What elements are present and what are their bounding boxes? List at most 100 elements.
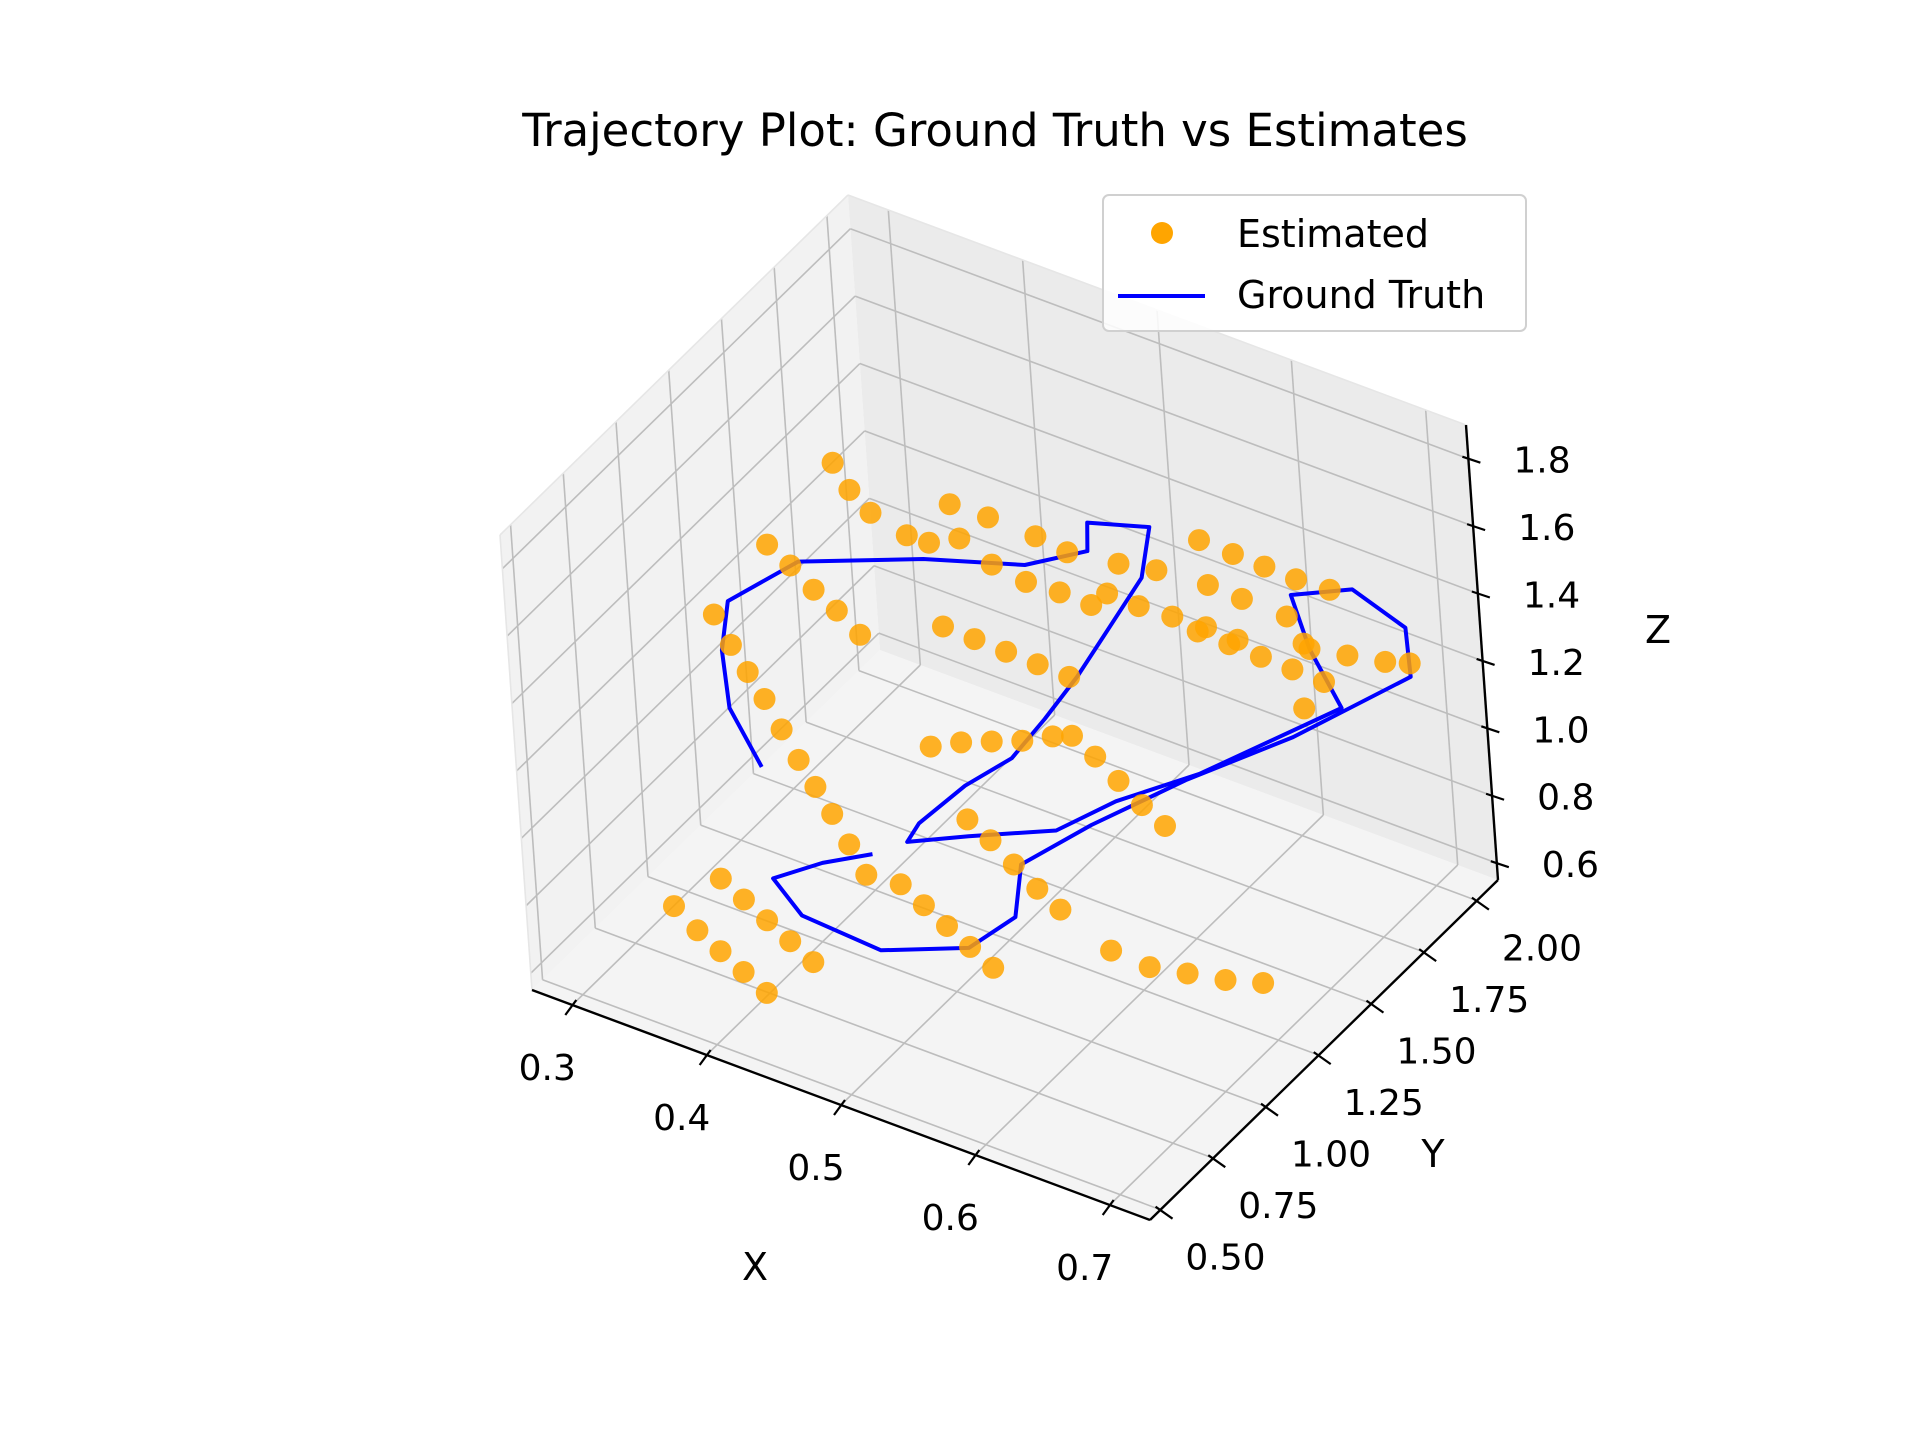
x-tick-mark xyxy=(698,1049,712,1066)
y-tick-mark xyxy=(1471,896,1490,911)
gridline-x xyxy=(1424,409,1459,866)
point-estimated xyxy=(1084,745,1107,768)
legend-label-ground-truth: Ground Truth xyxy=(1237,273,1485,317)
point-estimated xyxy=(977,506,999,529)
point-estimated xyxy=(753,688,776,710)
y-tick-mark xyxy=(1365,999,1385,1014)
axes-grid xyxy=(501,209,1498,1211)
point-estimated xyxy=(919,735,942,758)
gridline-x xyxy=(1290,359,1325,816)
point-estimated xyxy=(1230,587,1253,610)
gridline-z xyxy=(850,227,1469,460)
gridline-y xyxy=(667,370,702,826)
gridline-x xyxy=(887,209,922,666)
gridline-z xyxy=(506,295,856,637)
x-tick-mark xyxy=(564,999,578,1016)
point-estimated xyxy=(1096,582,1119,605)
z-tick-mark xyxy=(1485,792,1505,801)
gridline-z xyxy=(530,632,880,974)
point-estimated xyxy=(1024,525,1047,548)
gridline-y xyxy=(562,473,597,929)
point-estimated xyxy=(1221,543,1244,565)
gridline-z xyxy=(525,565,875,907)
gridline-z xyxy=(520,497,870,839)
point-estimated xyxy=(1281,658,1304,681)
point-estimated xyxy=(1298,638,1321,660)
z-tick-mark xyxy=(1476,657,1495,666)
gridline-z xyxy=(864,430,1483,662)
legend: Estimated Ground Truth xyxy=(1102,194,1527,332)
gridline-y xyxy=(647,875,1267,1108)
point-estimated xyxy=(709,940,732,963)
gridline-y xyxy=(773,267,807,723)
series-line-ground-truth xyxy=(719,520,1413,953)
point-estimated xyxy=(1041,725,1064,748)
gridline-z xyxy=(859,362,1479,595)
gridline-y xyxy=(615,421,649,877)
x-tick-label: 0.3 xyxy=(519,1048,576,1089)
z-tick-label: 1.2 xyxy=(1528,643,1585,684)
point-estimated xyxy=(1195,616,1217,639)
point-estimated xyxy=(736,661,759,683)
point-estimated xyxy=(936,915,958,937)
y-tick-label: 0.50 xyxy=(1185,1238,1265,1279)
gridline-y xyxy=(753,772,1372,1005)
point-estimated xyxy=(756,533,779,556)
point-estimated xyxy=(1056,541,1079,564)
point-estimated xyxy=(1011,729,1034,752)
point-estimated xyxy=(979,829,1002,852)
point-estimated xyxy=(1285,568,1307,591)
point-estimated xyxy=(755,981,778,1004)
point-estimated xyxy=(1374,650,1397,673)
point-estimated xyxy=(1253,555,1276,578)
point-estimated xyxy=(938,493,961,516)
y-tick-label: 1.75 xyxy=(1449,980,1529,1021)
x-tick-label: 0.6 xyxy=(922,1198,979,1239)
point-estimated xyxy=(779,930,802,953)
z-tick-mark xyxy=(1462,455,1481,464)
gridline-y xyxy=(826,215,860,671)
gridline-z xyxy=(878,632,1498,864)
y-tick-label: 1.00 xyxy=(1291,1135,1371,1176)
point-estimated xyxy=(1226,628,1249,651)
point-estimated xyxy=(895,524,918,547)
point-estimated xyxy=(1107,552,1130,575)
point-estimated xyxy=(838,833,861,856)
point-estimated xyxy=(889,873,912,896)
point-estimated xyxy=(1138,956,1161,979)
gridline-z xyxy=(511,362,861,705)
z-axis-label: Z xyxy=(1645,608,1671,652)
point-estimated xyxy=(1398,652,1421,675)
point-estimated xyxy=(663,895,685,918)
point-estimated xyxy=(1107,769,1130,792)
legend-label-estimated: Estimated xyxy=(1237,212,1429,256)
gridline-x xyxy=(1156,309,1190,766)
y-tick-mark xyxy=(1154,1205,1174,1220)
z-axis-line xyxy=(1464,424,1500,881)
y-tick-mark xyxy=(1313,1051,1332,1066)
point-estimated xyxy=(959,935,982,958)
point-estimated xyxy=(821,451,844,474)
pane-left xyxy=(500,195,880,990)
z-tick-label: 1.0 xyxy=(1532,710,1589,751)
point-estimated xyxy=(1176,962,1199,985)
point-estimated xyxy=(1161,605,1184,628)
point-estimated xyxy=(770,718,793,741)
z-tick-label: 1.6 xyxy=(1518,508,1575,549)
point-estimated xyxy=(1049,898,1072,921)
y-tick-label: 0.75 xyxy=(1238,1186,1318,1227)
legend-marker-estimated xyxy=(1151,222,1173,244)
y-tick-mark xyxy=(1207,1154,1226,1169)
point-estimated xyxy=(995,640,1018,663)
gridline-x xyxy=(1021,259,1056,716)
point-estimated xyxy=(912,894,935,917)
point-estimated xyxy=(1026,653,1049,676)
y-axis-line xyxy=(1149,879,1499,1221)
y-tick-label: 1.25 xyxy=(1344,1083,1424,1124)
z-tick-mark xyxy=(1480,725,1500,734)
point-estimated xyxy=(1313,671,1335,693)
point-estimated xyxy=(719,633,742,656)
z-tick-label: 1.8 xyxy=(1513,441,1570,482)
point-estimated xyxy=(1252,972,1275,994)
